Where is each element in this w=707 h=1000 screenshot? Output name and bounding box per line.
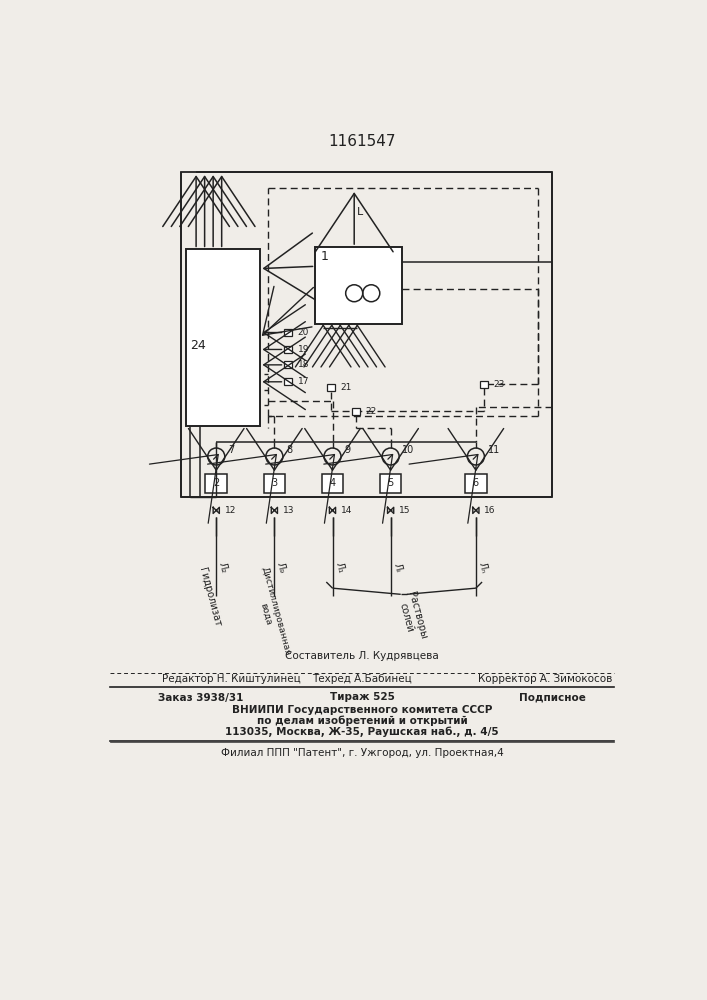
Text: 22: 22 bbox=[365, 407, 376, 416]
Bar bbox=[206, 474, 227, 493]
Text: Редактор Н. Киштулинец: Редактор Н. Киштулинец bbox=[162, 674, 300, 684]
Bar bbox=[264, 474, 285, 493]
Bar bbox=[284, 346, 292, 353]
Bar bbox=[315, 247, 402, 324]
Text: 1: 1 bbox=[321, 250, 329, 263]
Bar bbox=[182, 172, 552, 497]
Bar bbox=[327, 384, 335, 391]
Text: Корректор А. Зимокосов: Корректор А. Зимокосов bbox=[479, 674, 613, 684]
Text: 1161547: 1161547 bbox=[328, 134, 396, 149]
Text: Заказ 3938/31: Заказ 3938/31 bbox=[158, 692, 243, 702]
Text: Л₉: Л₉ bbox=[275, 561, 288, 574]
Text: 16: 16 bbox=[484, 506, 496, 515]
Text: Дистиллированная
вода: Дистиллированная вода bbox=[250, 566, 292, 660]
Text: Растворы
солей: Растворы солей bbox=[395, 590, 428, 643]
Text: по делам изобретений и открытий: по делам изобретений и открытий bbox=[257, 715, 467, 726]
Text: Составитель Л. Кудрявцева: Составитель Л. Кудрявцева bbox=[285, 651, 439, 661]
Text: Гидролизат: Гидролизат bbox=[197, 567, 223, 628]
Text: 17: 17 bbox=[298, 377, 309, 386]
Text: Подписное: Подписное bbox=[518, 692, 585, 702]
Text: ВНИИПИ Государственного комитета СССР: ВНИИПИ Государственного комитета СССР bbox=[232, 705, 492, 715]
Bar bbox=[284, 378, 292, 385]
Bar bbox=[380, 474, 402, 493]
Text: L: L bbox=[356, 207, 363, 217]
Text: Тираж 525: Тираж 525 bbox=[329, 692, 395, 702]
Text: Л₂: Л₂ bbox=[217, 561, 230, 574]
Text: 13: 13 bbox=[283, 506, 294, 515]
Bar bbox=[322, 474, 344, 493]
Text: 14: 14 bbox=[341, 506, 352, 515]
Text: 23: 23 bbox=[493, 380, 504, 389]
Text: 113035, Москва, Ж-35, Раушская наб., д. 4/5: 113035, Москва, Ж-35, Раушская наб., д. … bbox=[225, 726, 498, 737]
Text: 2: 2 bbox=[213, 478, 219, 488]
Text: 6: 6 bbox=[473, 478, 479, 488]
Text: 9: 9 bbox=[344, 445, 350, 455]
Text: Техред А.Бабинец: Техред А.Бабинец bbox=[312, 674, 411, 684]
Text: 15: 15 bbox=[399, 506, 411, 515]
Text: 4: 4 bbox=[329, 478, 336, 488]
Text: 5: 5 bbox=[387, 478, 394, 488]
Text: Филиал ППП "Патент", г. Ужгород, ул. Проектная,4: Филиал ППП "Патент", г. Ужгород, ул. Про… bbox=[221, 748, 503, 758]
Bar bbox=[284, 361, 292, 368]
Bar bbox=[284, 329, 292, 336]
Text: 7: 7 bbox=[228, 445, 234, 455]
Text: 24: 24 bbox=[191, 339, 206, 352]
Text: 21: 21 bbox=[340, 383, 351, 392]
Text: 10: 10 bbox=[402, 445, 414, 455]
Text: 19: 19 bbox=[298, 345, 309, 354]
Text: 3: 3 bbox=[271, 478, 277, 488]
Text: 20: 20 bbox=[298, 328, 309, 337]
Bar bbox=[186, 249, 259, 426]
Bar bbox=[480, 381, 488, 388]
Text: 12: 12 bbox=[225, 506, 236, 515]
Text: Л₁: Л₁ bbox=[333, 561, 346, 574]
Bar bbox=[465, 474, 486, 493]
Text: Лₙ: Лₙ bbox=[477, 561, 489, 574]
Bar bbox=[352, 408, 360, 415]
Text: 8: 8 bbox=[286, 445, 292, 455]
Text: Лᵢ: Лᵢ bbox=[392, 562, 404, 573]
Text: 11: 11 bbox=[488, 445, 500, 455]
Text: 18: 18 bbox=[298, 360, 309, 369]
